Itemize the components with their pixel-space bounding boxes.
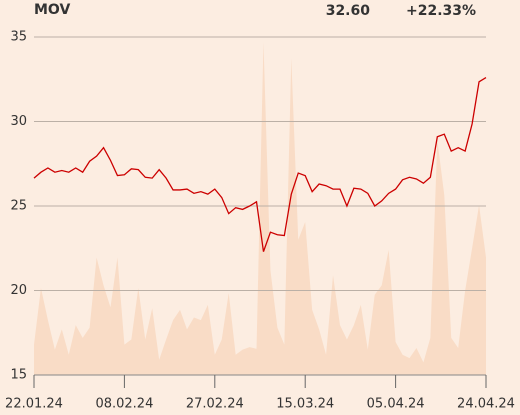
y-tick-label: 15: [10, 368, 27, 383]
x-tick-label: 05.04.24: [367, 397, 425, 412]
change: +22.33%: [406, 3, 476, 19]
x-tick-label: 24.04.24: [457, 397, 515, 412]
x-tick-label: 15.03.24: [276, 397, 334, 412]
x-tick-label: 22.01.24: [5, 397, 63, 412]
ticker: MOV: [34, 2, 70, 18]
y-tick-label: 30: [10, 114, 27, 129]
y-tick-label: 20: [10, 283, 27, 298]
y-tick-label: 25: [10, 199, 27, 214]
price: 32.60: [326, 3, 371, 19]
y-tick-label: 35: [10, 30, 27, 45]
x-tick-label: 27.02.24: [186, 397, 244, 412]
price-line: [33, 77, 487, 252]
volume-area: [34, 42, 486, 375]
x-tick-label: 08.02.24: [95, 397, 153, 412]
